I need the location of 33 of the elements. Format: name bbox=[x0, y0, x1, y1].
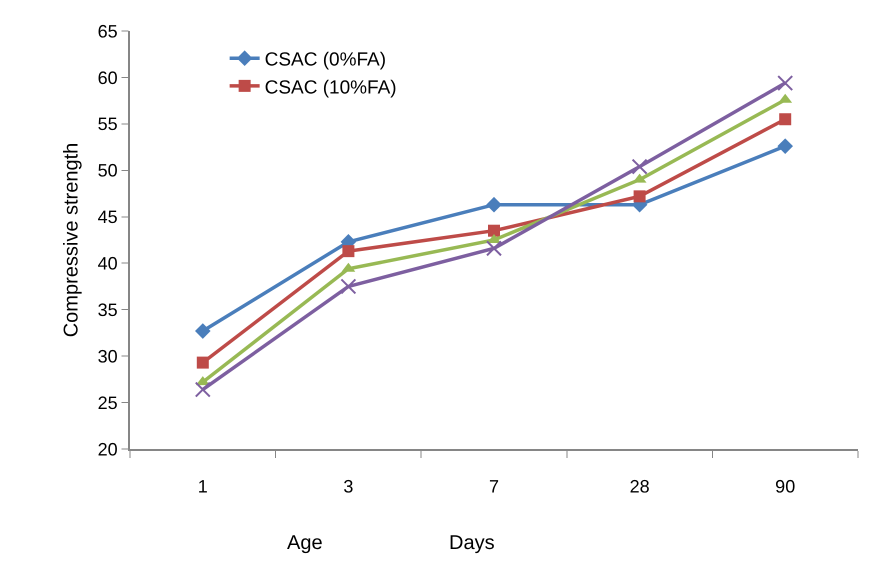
text: Days bbox=[449, 532, 495, 554]
legend-label: CSAC (10%FA) bbox=[264, 77, 397, 98]
y-tick-label: 45 bbox=[98, 207, 118, 228]
point bbox=[342, 245, 354, 258]
legend-label: CSAC (0%FA) bbox=[264, 50, 386, 71]
x-axis-title: Age bbox=[287, 532, 323, 554]
point bbox=[488, 224, 500, 237]
x-tick-label: 3 bbox=[343, 476, 354, 496]
point bbox=[194, 382, 211, 398]
point bbox=[340, 278, 356, 294]
y-tick-label: 25 bbox=[98, 392, 118, 413]
y-tick-label: 40 bbox=[98, 254, 118, 274]
y-tick-label: 65 bbox=[98, 21, 118, 42]
y-axis-title: Compressive strength bbox=[60, 142, 83, 338]
point bbox=[634, 190, 646, 202]
y-tick-label: 30 bbox=[98, 346, 118, 366]
x-tick-label: 7 bbox=[488, 476, 500, 496]
y-tick-label: 55 bbox=[98, 114, 118, 134]
y-tick-label: 50 bbox=[98, 160, 118, 181]
point bbox=[486, 240, 502, 256]
x-tick-label: 28 bbox=[630, 476, 650, 496]
y-tick-label: 60 bbox=[98, 68, 118, 88]
point bbox=[195, 323, 211, 339]
x-tick-label: 90 bbox=[775, 476, 796, 496]
x-tick-label: 1 bbox=[198, 476, 208, 496]
y-tick-label: 20 bbox=[98, 439, 118, 460]
y-tick-label: 35 bbox=[98, 300, 118, 320]
point bbox=[196, 356, 209, 369]
point bbox=[777, 138, 793, 154]
point bbox=[779, 113, 792, 126]
point bbox=[632, 158, 648, 175]
point bbox=[486, 196, 502, 212]
point bbox=[777, 75, 794, 92]
